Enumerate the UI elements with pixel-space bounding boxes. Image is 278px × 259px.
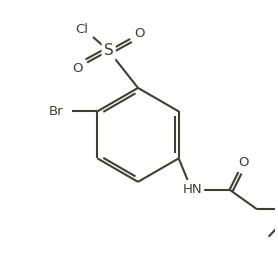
Text: O: O bbox=[72, 62, 83, 75]
Text: Cl: Cl bbox=[75, 23, 88, 36]
Text: HN: HN bbox=[183, 183, 202, 196]
Text: O: O bbox=[135, 27, 145, 40]
Text: O: O bbox=[238, 156, 249, 169]
Text: Br: Br bbox=[49, 105, 64, 118]
Text: S: S bbox=[104, 43, 113, 58]
